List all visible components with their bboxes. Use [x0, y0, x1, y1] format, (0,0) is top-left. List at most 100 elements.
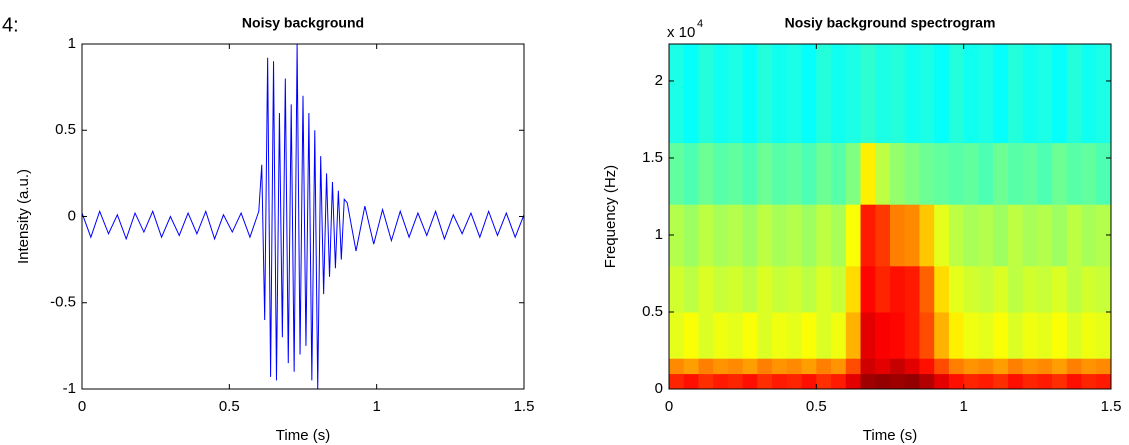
spectrogram-cell [757, 142, 773, 205]
spectrogram-cell [669, 142, 685, 205]
spectrogram-cell [683, 311, 699, 359]
y-tick-label: 0.5 [55, 121, 76, 138]
spectrogram-cell [1022, 265, 1038, 313]
spectrogram-cell [816, 373, 832, 390]
spectrogram-cell [875, 142, 891, 205]
spectrogram-cell [1007, 204, 1024, 267]
spectrogram-cell [831, 44, 847, 144]
spectrogram-cell [948, 204, 965, 267]
y-tick-label: 1.5 [642, 149, 663, 166]
spectrogram-cell [934, 204, 950, 267]
spectrogram-cell [860, 142, 876, 205]
spectrogram-cell [831, 358, 847, 375]
spectrogram-cell [993, 142, 1009, 205]
spectrogram-cell [742, 265, 758, 313]
spectrogram-cell [1052, 265, 1068, 313]
spectrogram-cell [1037, 265, 1053, 313]
spectrogram-cell [1052, 44, 1068, 144]
y-tick-label: 2 [655, 72, 663, 89]
spectrogram-cell [757, 311, 773, 359]
spectrogram-cell [904, 142, 920, 205]
spectrogram-cell [669, 204, 685, 267]
spectrogram-cell [1022, 44, 1038, 144]
spectrogram-cell [683, 358, 699, 375]
y-tick-label: -1 [63, 380, 76, 397]
spectrogram-cell [1066, 142, 1083, 205]
spectrogram-cell [801, 265, 817, 313]
y-axis-label: Frequency (Hz) [602, 165, 619, 268]
spectrogram-cell [1052, 204, 1068, 267]
spectrogram-cell [816, 311, 832, 359]
spectrogram-cell [698, 358, 714, 375]
spectrogram-cell [890, 142, 906, 205]
spectrogram-cell [816, 265, 832, 313]
spectrogram-cell [698, 204, 714, 267]
spectrogram-cell [875, 358, 891, 375]
y-tick-label: 0 [655, 380, 663, 397]
spectrogram-cell [727, 265, 744, 313]
spectrogram-cell [860, 373, 876, 390]
spectrogram-cell [1037, 373, 1053, 390]
spectrogram-cell [816, 44, 832, 144]
spectrogram-cell [1052, 311, 1068, 359]
spectrogram-cell [683, 265, 699, 313]
spectrogram-cell [727, 44, 744, 144]
spectrogram-cell [963, 265, 979, 313]
spectrogram-cell [1037, 311, 1053, 359]
spectrogram-cell [698, 311, 714, 359]
spectrogram-cell [860, 311, 876, 359]
spectrogram-cell [831, 373, 847, 390]
spectrogram-cell [890, 265, 906, 313]
spectrogram-cell [786, 311, 803, 359]
spectrogram-cell [757, 265, 773, 313]
spectrogram-cell [683, 373, 699, 390]
spectrogram-cell [978, 265, 994, 313]
spectrogram-cell [919, 373, 935, 390]
spectrogram-cell [1052, 358, 1068, 375]
x-tick-label: 0.5 [219, 398, 240, 415]
spectrogram-cell [934, 311, 950, 359]
spectrogram-cell [1007, 265, 1024, 313]
x-tick-label: 1 [372, 398, 380, 415]
spectrogram-cell [1096, 142, 1112, 205]
spectrogram-cell [727, 311, 744, 359]
spectrogram-cell [904, 44, 920, 144]
spectrogram-cell [875, 373, 891, 390]
spectrogram-cell [757, 373, 773, 390]
spectrogram-cell [890, 204, 906, 267]
x-tick-label: 1 [959, 398, 967, 415]
spectrogram-cell [1022, 358, 1038, 375]
x-tick-label: 1.5 [514, 398, 535, 415]
spectrogram-cell [845, 373, 862, 390]
spectrogram-cell [890, 358, 906, 375]
spectrogram-cell [1052, 142, 1068, 205]
spectrogram-cell [875, 265, 891, 313]
spectrogram-cell [1007, 44, 1024, 144]
spectrogram-cell [801, 44, 817, 144]
spectrogram-cell [963, 373, 979, 390]
spectrogram-cell [772, 358, 788, 375]
y-multiplier-exponent: 4 [697, 18, 703, 30]
spectrogram-cell [993, 265, 1009, 313]
spectrogram-cell [1022, 142, 1038, 205]
spectrogram-cell [742, 373, 758, 390]
spectrogram-cell [772, 265, 788, 313]
spectrogram-cell [845, 204, 862, 267]
spectrogram-cell [845, 311, 862, 359]
spectrogram-cell [1007, 358, 1024, 375]
spectrogram-cell [727, 142, 744, 205]
spectrogram-cell [757, 44, 773, 144]
spectrogram-cell [772, 142, 788, 205]
spectrogram-cell [801, 358, 817, 375]
spectrogram-cell [948, 265, 965, 313]
spectrogram-cell [1081, 142, 1097, 205]
spectrogram-cell [1007, 142, 1024, 205]
spectrogram-cell [948, 373, 965, 390]
spectrogram-cell [1022, 311, 1038, 359]
spectrogram-cell [742, 142, 758, 205]
spectrogram-cell [1007, 373, 1024, 390]
spectrogram-cell [1066, 204, 1083, 267]
spectrogram-cell [816, 204, 832, 267]
spectrogram-cell [757, 358, 773, 375]
